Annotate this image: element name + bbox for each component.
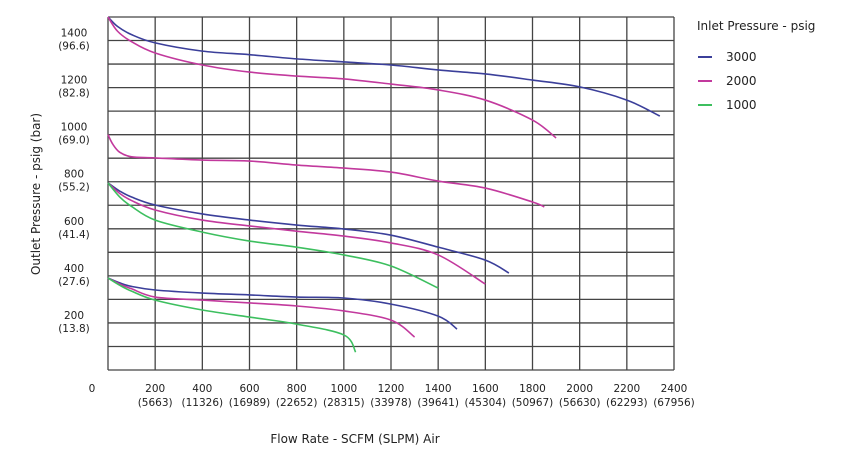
y-tick-label: 800 xyxy=(64,169,84,181)
x-tick-sublabel: (5663) xyxy=(138,397,173,409)
series-line-3000 xyxy=(107,182,510,274)
y-tick-label: 200 xyxy=(64,310,84,322)
series-line-1000 xyxy=(107,182,439,289)
x-tick-label: 600 xyxy=(239,383,259,395)
series-line-2000 xyxy=(107,16,557,139)
x-tick-sublabel: (45304) xyxy=(465,397,507,409)
x-tick-label: 2200 xyxy=(613,383,640,395)
x-tick-label: 200 xyxy=(145,383,165,395)
y-tick-label: 1000 xyxy=(61,122,88,134)
x-axis-label: Flow Rate - SCFM (SLPM) Air xyxy=(270,432,439,446)
y-tick-sublabel: (13.8) xyxy=(58,323,90,335)
x-tick-sublabel: (67956) xyxy=(653,397,695,409)
y-tick-sublabel: (82.8) xyxy=(58,88,90,100)
x-tick-sublabel: (56630) xyxy=(559,397,601,409)
x-tick-label: 2400 xyxy=(661,383,688,395)
y-tick-label: 600 xyxy=(64,216,84,228)
x-tick-sublabel: (11326) xyxy=(182,397,224,409)
y-tick-label: 1400 xyxy=(61,28,88,40)
x-tick-label: 1400 xyxy=(425,383,452,395)
legend-title: Inlet Pressure - psig xyxy=(697,19,815,33)
x-tick-sublabel: (28315) xyxy=(323,397,365,409)
y-axis-label: Outlet Pressure - psig (bar) xyxy=(29,113,43,275)
legend-entry-label: 2000 xyxy=(726,74,757,88)
series-line-3000 xyxy=(107,16,661,117)
x-tick-label: 2000 xyxy=(566,383,593,395)
x-tick-label: 800 xyxy=(287,383,307,395)
legend-entry-label: 1000 xyxy=(726,98,757,112)
y-tick-sublabel: (41.4) xyxy=(58,229,90,241)
x-tick-label: 400 xyxy=(192,383,212,395)
x-tick-label: 1200 xyxy=(378,383,405,395)
series-line-2000 xyxy=(107,277,416,338)
x-tick-label: 1800 xyxy=(519,383,546,395)
x-tick-sublabel: (50967) xyxy=(512,397,554,409)
x-tick-label: 0 xyxy=(89,383,96,395)
y-tick-label: 1200 xyxy=(61,75,88,87)
y-tick-sublabel: (55.2) xyxy=(58,182,90,194)
x-tick-sublabel: (16989) xyxy=(229,397,271,409)
series-lines xyxy=(107,16,661,353)
y-tick-sublabel: (27.6) xyxy=(58,276,90,288)
series-line-2000 xyxy=(107,182,486,285)
series-line-1000 xyxy=(107,277,357,353)
legend: Inlet Pressure - psig 3000 2000 1000 xyxy=(697,19,815,112)
y-tick-sublabel: (96.6) xyxy=(58,41,90,53)
legend-entry-label: 3000 xyxy=(726,50,757,64)
x-tick-label: 1000 xyxy=(330,383,357,395)
x-tick-sublabel: (39641) xyxy=(417,397,459,409)
x-tick-sublabel: (62293) xyxy=(606,397,648,409)
x-ticks: 0 200 (5663) 400 (11326) 600 (16989) 800 (22652)… xyxy=(89,383,695,409)
grid xyxy=(107,16,675,371)
y-tick-label: 400 xyxy=(64,263,84,275)
series-line-3000 xyxy=(107,277,458,330)
y-ticks: 1400(96.6) 1200(82.8) 1000(69.0) 800(55.2) 6… xyxy=(58,28,90,335)
series-line-2000 xyxy=(107,134,545,208)
y-tick-sublabel: (69.0) xyxy=(58,135,90,147)
x-tick-label: 1600 xyxy=(472,383,499,395)
x-tick-sublabel: (33978) xyxy=(370,397,412,409)
x-tick-sublabel: (22652) xyxy=(276,397,318,409)
